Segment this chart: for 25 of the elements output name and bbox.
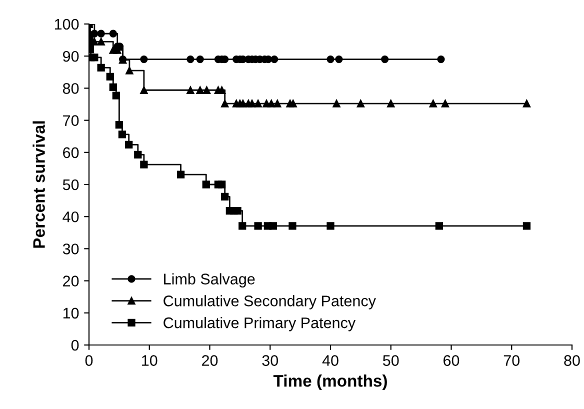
x-tick-label: 20 — [202, 355, 218, 366]
y-tick-label: 70 — [63, 115, 79, 126]
x-axis-title: Time (months) — [273, 374, 387, 390]
legend-label: Limb Salvage — [164, 273, 255, 288]
x-tick-label: 10 — [142, 355, 158, 366]
y-tick-label: 100 — [54, 18, 79, 30]
x-tick-label: 60 — [444, 355, 460, 366]
y-tick-label: 10 — [63, 308, 79, 319]
x-tick-label: 40 — [322, 355, 338, 366]
y-tick-label: 80 — [62, 83, 79, 94]
y-tick-label: 40 — [62, 211, 79, 222]
x-tick-label: 50 — [382, 355, 399, 366]
y-tick-label: 20 — [63, 276, 79, 286]
legend-label: Cumulative Secondary Patency — [164, 295, 376, 310]
y-tick-label: 90 — [63, 50, 79, 62]
x-tick-label: 80 — [564, 355, 580, 366]
x-tick-label: 70 — [504, 355, 520, 366]
x-tick-label: 30 — [262, 355, 278, 366]
y-tick-label: 50 — [62, 179, 79, 190]
legend-label: Cumulative Primary Patency — [164, 317, 356, 332]
y-axis-title: Percent survival — [32, 121, 45, 248]
y-tick-label: 30 — [62, 244, 79, 254]
y-tick-label: 0 — [71, 340, 79, 351]
y-tick-label: 60 — [63, 147, 79, 158]
x-tick-label: 0 — [85, 355, 93, 366]
